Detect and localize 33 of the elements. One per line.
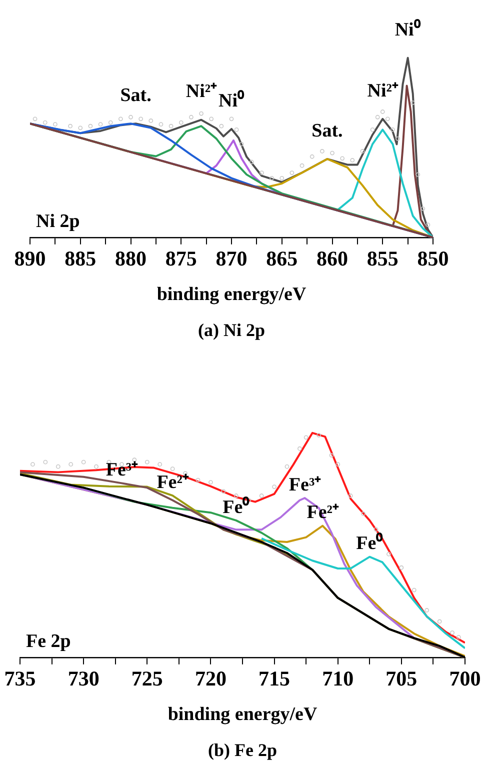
x-tick-label: 725 [131,666,163,690]
annotation: Ni²⁺ [186,81,218,102]
annotation: Ni⁰ [218,89,244,112]
annotation: Fe⁰ [356,532,384,554]
annotation: Fe 2p [26,630,71,652]
x-tick-label: 860 [316,246,348,270]
x-axis-title: binding energy/eV [168,704,318,725]
annotation: Ni 2p [36,210,80,232]
x-axis-title: binding energy/eV [156,284,306,305]
annotation: Fe³⁺ [288,474,322,496]
x-tick-label: 700 [449,666,481,690]
x-tick-label: 890 [14,246,46,270]
annotation: Fe²⁺ [156,472,190,493]
text: (b) Fe 2p [208,740,277,760]
x-tick-label: 710 [322,666,354,690]
x-tick-label: 870 [216,246,248,270]
x-tick-label: 715 [258,666,290,690]
x-tick-label: 880 [115,246,146,270]
x-tick-label: 855 [366,246,398,270]
x-tick-label: 730 [68,666,100,690]
x-tick-label: 735 [4,666,36,690]
annotation: Ni⁰ [394,18,421,40]
annotation: Sat. [120,85,152,106]
annotation: Fe⁰ [222,496,250,518]
x-tick-label: 705 [386,666,418,690]
x-tick-label: 875 [165,246,197,270]
annotation: Sat. [312,120,343,142]
annotation: Ni²⁺ [367,80,399,102]
x-tick-label: 885 [64,246,96,270]
x-tick-label: 865 [266,246,298,270]
text: (a) Ni 2p [198,320,265,340]
x-tick-label: 850 [417,246,449,270]
x-tick-label: 720 [194,666,226,690]
